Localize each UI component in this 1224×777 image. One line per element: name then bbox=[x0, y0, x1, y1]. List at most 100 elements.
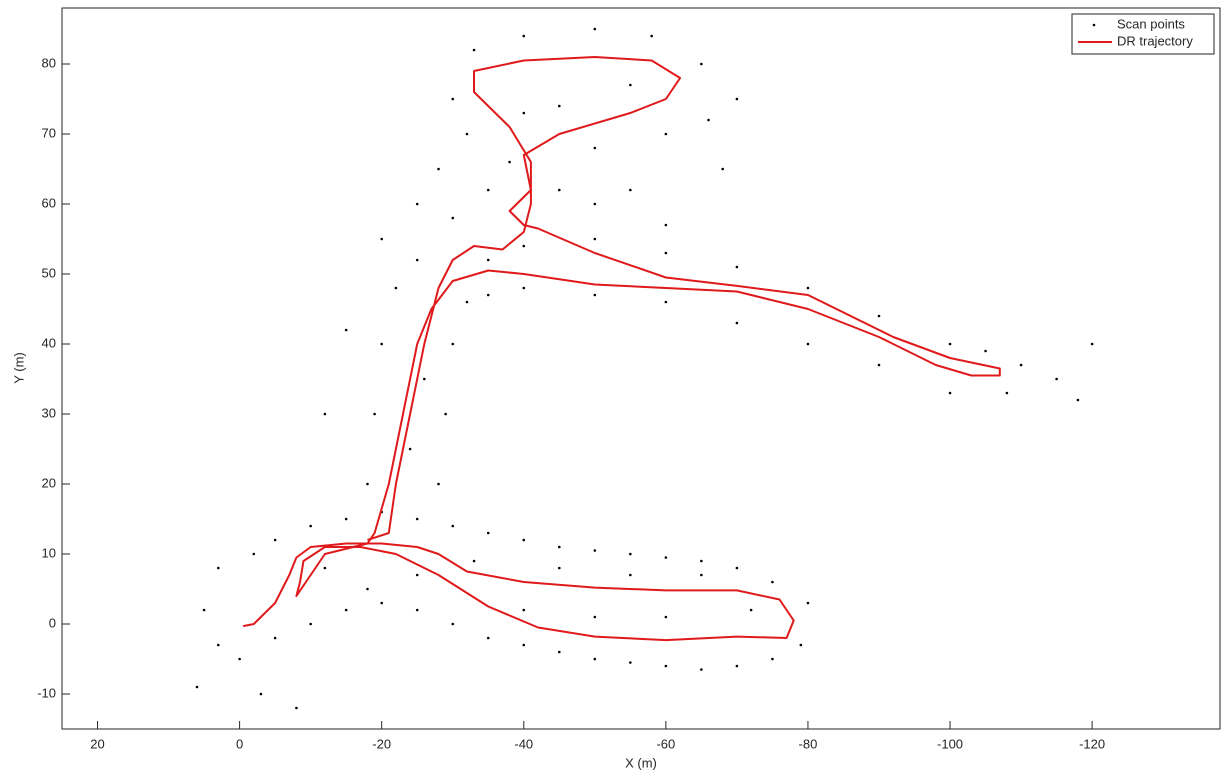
scan-point bbox=[735, 566, 739, 570]
scan-point bbox=[415, 202, 419, 206]
x-tick-label: -100 bbox=[937, 736, 963, 751]
scan-point bbox=[486, 258, 490, 262]
scan-point bbox=[309, 524, 312, 528]
plot-box bbox=[61, 7, 1221, 730]
scan-point bbox=[309, 622, 312, 626]
scan-point bbox=[344, 328, 348, 332]
scan-point bbox=[558, 650, 561, 654]
scan-point bbox=[948, 391, 952, 395]
legend-label: Scan points bbox=[1117, 16, 1185, 31]
scan-point bbox=[366, 482, 369, 486]
y-tick-label: 80 bbox=[42, 55, 56, 70]
scan-point bbox=[415, 517, 419, 521]
legend-box bbox=[1071, 13, 1215, 55]
scan-point bbox=[735, 664, 739, 668]
scan-point bbox=[195, 685, 199, 689]
scan-point bbox=[451, 342, 455, 346]
scan-point bbox=[366, 587, 369, 591]
x-tick-label: -80 bbox=[799, 736, 818, 751]
scan-point bbox=[522, 608, 526, 612]
scan-point bbox=[380, 601, 383, 605]
scan-point bbox=[806, 286, 810, 290]
scan-point bbox=[486, 188, 490, 192]
scan-point bbox=[415, 573, 419, 577]
scan-point bbox=[877, 314, 881, 318]
x-tick-label: -60 bbox=[656, 736, 675, 751]
y-tick-label: 10 bbox=[42, 545, 56, 560]
scan-point bbox=[629, 573, 632, 577]
x-tick-label: 0 bbox=[236, 736, 243, 751]
y-tick-label: 0 bbox=[49, 615, 56, 630]
scan-point bbox=[700, 573, 703, 577]
scan-point bbox=[216, 566, 220, 570]
scan-point bbox=[806, 342, 810, 346]
scan-point bbox=[1090, 342, 1094, 346]
scan-point bbox=[472, 559, 476, 563]
scan-point bbox=[806, 601, 810, 605]
x-axis-label: X (m) bbox=[625, 755, 657, 770]
scan-point bbox=[486, 636, 490, 640]
scan-point bbox=[664, 251, 668, 255]
scan-point bbox=[629, 661, 632, 664]
scan-point bbox=[948, 342, 952, 346]
scan-point bbox=[700, 668, 703, 671]
scan-point bbox=[558, 566, 561, 570]
scan-point bbox=[344, 608, 348, 612]
scan-point bbox=[877, 363, 881, 367]
scan-point bbox=[593, 657, 597, 661]
scan-point bbox=[593, 293, 597, 297]
scan-point bbox=[1005, 391, 1009, 395]
scan-point bbox=[522, 286, 526, 290]
scan-point bbox=[664, 556, 668, 559]
scan-point bbox=[486, 293, 490, 297]
scan-point bbox=[593, 146, 597, 150]
x-tick-label: -120 bbox=[1079, 736, 1105, 751]
scan-point bbox=[273, 538, 277, 542]
scan-point bbox=[373, 412, 376, 416]
scan-point bbox=[749, 608, 753, 612]
scan-point bbox=[558, 188, 561, 192]
scan-point bbox=[700, 62, 703, 66]
scan-point bbox=[522, 244, 526, 248]
scan-point bbox=[465, 132, 469, 136]
scan-point bbox=[437, 482, 440, 486]
y-tick-label: 60 bbox=[42, 195, 56, 210]
scan-point bbox=[522, 643, 526, 647]
y-tick-label: 30 bbox=[42, 405, 56, 420]
scan-point bbox=[1055, 377, 1058, 381]
y-tick-label: 20 bbox=[42, 475, 56, 490]
scan-point bbox=[650, 34, 653, 38]
trajectory bbox=[243, 56, 1001, 642]
scan-point bbox=[344, 517, 348, 521]
scan-point bbox=[593, 549, 597, 552]
scan-point bbox=[451, 216, 455, 220]
scan-point bbox=[799, 643, 803, 647]
scan-point bbox=[415, 258, 419, 262]
scan-point bbox=[472, 48, 476, 52]
scan-point bbox=[465, 300, 469, 304]
scan-point bbox=[558, 104, 561, 108]
scan-point bbox=[664, 300, 668, 304]
x-tick-label: -40 bbox=[514, 736, 533, 751]
scan-point bbox=[735, 321, 739, 325]
scan-point bbox=[451, 97, 455, 101]
scan-point bbox=[437, 167, 440, 171]
scan-point bbox=[252, 552, 256, 556]
scan-point bbox=[664, 223, 668, 227]
scan-point bbox=[508, 160, 511, 164]
scan-point bbox=[664, 664, 668, 668]
y-axis-label: Y (m) bbox=[11, 352, 26, 384]
scan-point bbox=[295, 706, 298, 710]
scan-point bbox=[522, 111, 526, 115]
scan-point bbox=[380, 237, 383, 241]
scan-point bbox=[664, 615, 668, 619]
y-tick-label: 50 bbox=[42, 265, 56, 280]
scan-point bbox=[451, 622, 455, 626]
legend-label: DR trajectory bbox=[1117, 33, 1193, 48]
y-tick-label: 40 bbox=[42, 335, 56, 350]
scan-point bbox=[323, 566, 327, 570]
scan-point bbox=[444, 412, 447, 416]
scan-point bbox=[629, 552, 632, 556]
scan-point bbox=[423, 377, 426, 381]
